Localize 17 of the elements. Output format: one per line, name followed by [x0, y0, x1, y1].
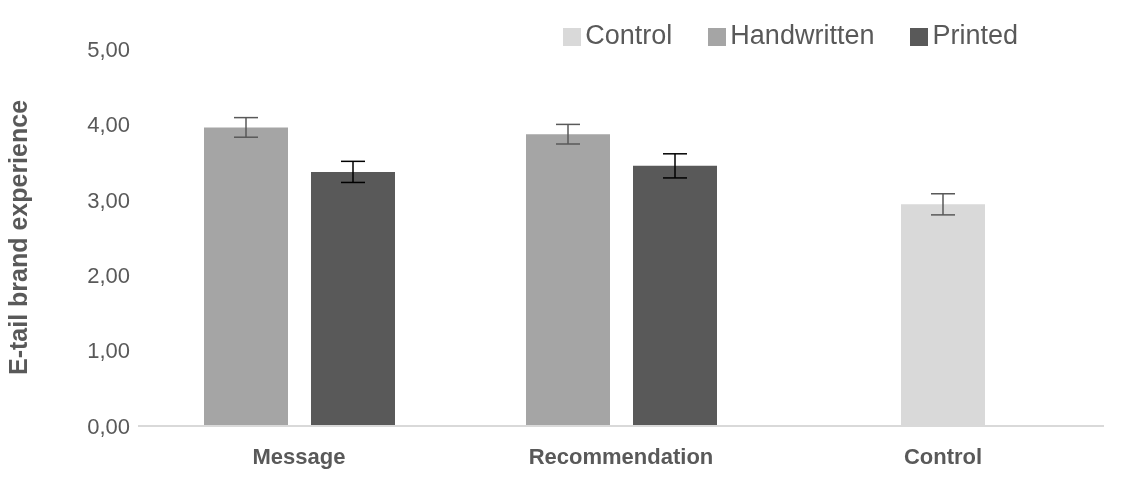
- y-tick-label: 4,00: [87, 112, 130, 138]
- x-tick-label: Recommendation: [528, 443, 714, 469]
- y-tick-label: 2,00: [87, 263, 130, 289]
- legend-label: Printed: [932, 20, 1018, 50]
- bar: [633, 165, 717, 426]
- legend-label: Handwritten: [730, 20, 875, 50]
- legend-label: Control: [585, 20, 673, 50]
- bar: [204, 127, 288, 426]
- bar: [526, 134, 610, 426]
- y-tick-label: 5,00: [87, 36, 130, 62]
- bar: [311, 171, 395, 426]
- x-tick-label: Control: [903, 443, 983, 469]
- y-tick-label: 3,00: [87, 187, 130, 213]
- y-tick-label: 0,00: [87, 413, 130, 439]
- y-tick-label: 1,00: [87, 338, 130, 364]
- y-axis-title: E-tail brand experience: [3, 99, 32, 376]
- x-tick-label: Message: [252, 443, 346, 469]
